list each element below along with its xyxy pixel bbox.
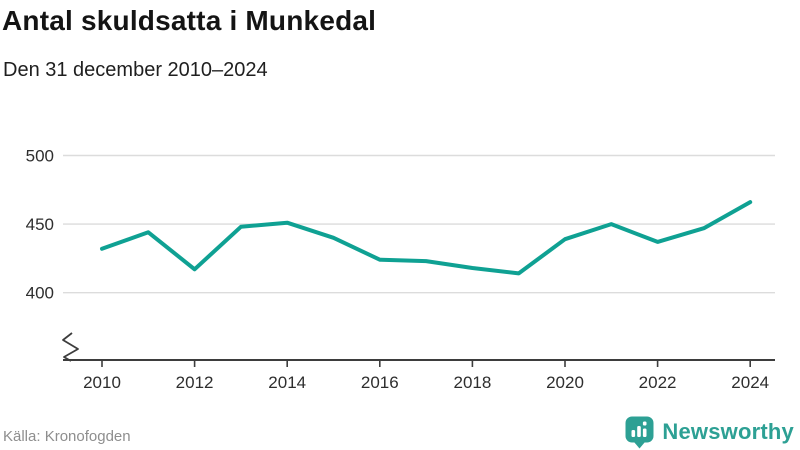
y-tick-label: 500 [26,147,54,166]
x-tick-label: 2020 [546,373,584,392]
page-title: Antal skuldsatta i Munkedal [2,5,377,36]
x-tick-label: 2010 [83,373,121,392]
x-tick-label: 2012 [176,373,214,392]
newsworthy-wordmark: Newsworthy [662,419,794,444]
newsworthy-pin-icon [625,416,654,448]
newsworthy-logo: Newsworthy [625,415,794,449]
chart-subtitle: Den 31 december 2010–2024 [3,59,268,81]
x-tick-label: 2016 [361,373,399,392]
y-tick-label: 400 [26,284,54,303]
x-tick-label: 2014 [268,373,306,392]
y-tick-label: 450 [26,215,54,234]
source-label: Källa: Kronofogden [3,428,131,445]
data-line-Antal skuldsatta [100,200,753,276]
x-tick-label: 2018 [453,373,491,392]
x-tick-label: 2024 [731,373,769,392]
x-tick-label: 2022 [639,373,677,392]
axis-break-icon [62,332,79,362]
